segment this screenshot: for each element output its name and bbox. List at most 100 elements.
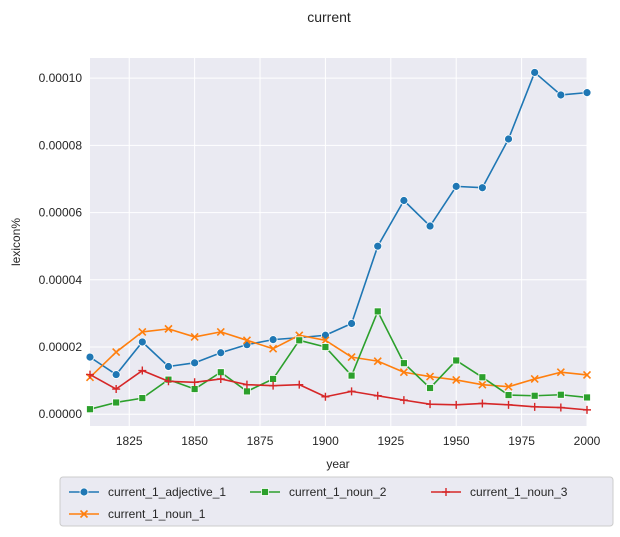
grid-lines: [90, 58, 588, 426]
data-point: [452, 375, 461, 385]
data-point: [530, 374, 539, 384]
y-tick-label: 0.00008: [39, 138, 83, 152]
legend-label: current_1_noun_1: [108, 507, 206, 521]
data-point: [452, 356, 461, 365]
data-point: [242, 336, 252, 345]
legend-entry: current_1_adjective_1: [69, 485, 226, 499]
x-tick-label: 1900: [312, 434, 339, 448]
data-point: [478, 380, 487, 389]
data-point: [556, 368, 565, 377]
plot-area: [90, 58, 587, 426]
data-point: [137, 337, 147, 347]
legend-label: current_1_noun_2: [289, 485, 387, 499]
data-point: [295, 380, 304, 389]
series-line: [89, 369, 588, 411]
y-tick-label: 0.00010: [39, 71, 83, 85]
data-point: [399, 368, 408, 377]
legend-entry: current_1_noun_2: [250, 485, 387, 499]
series-current_1_adjective_1: [85, 68, 592, 379]
legend-entry: current_1_noun_3: [431, 485, 568, 499]
data-point: [164, 377, 173, 386]
legend-marker: [79, 509, 89, 519]
y-tick-label: 0.00002: [39, 340, 83, 354]
x-tick-label: 1875: [247, 434, 274, 448]
data-point: [190, 358, 200, 368]
x-axis-label: year: [326, 457, 349, 471]
data-point: [583, 405, 591, 414]
data-point: [268, 335, 278, 345]
data-point: [190, 385, 199, 393]
data-point: [556, 90, 566, 100]
data-point: [138, 327, 147, 336]
data-point: [425, 221, 435, 231]
data-point: [164, 324, 173, 333]
data-point: [373, 307, 382, 316]
data-point: [86, 370, 94, 379]
chart-title: current: [307, 9, 351, 25]
legend-box: [59, 476, 614, 527]
x-tick-label: 1925: [377, 434, 404, 448]
legend-label: current_1_noun_3: [470, 485, 568, 499]
x-tick-label: 1825: [116, 434, 143, 448]
data-point: [399, 359, 408, 368]
data-point: [556, 403, 565, 412]
data-point: [190, 332, 199, 342]
data-point: [112, 385, 121, 394]
y-tick-label: 0.00006: [39, 206, 83, 220]
data-point: [504, 391, 513, 399]
data-point: [112, 398, 121, 407]
data-point: [478, 399, 487, 408]
data-point: [477, 183, 487, 193]
data-point: [216, 368, 225, 377]
data-point: [556, 390, 565, 399]
data-point: [452, 400, 461, 409]
x-tick-label: 1850: [181, 434, 208, 448]
legend-marker: [261, 488, 269, 496]
tick-labels: 1825 1850 1875 1900 1925 1950 1975 2000 0.00000 0…: [39, 71, 601, 448]
data-point: [451, 181, 461, 191]
data-point: [321, 343, 330, 351]
data-point: [530, 68, 540, 77]
y-tick-label: 0.00000: [39, 407, 83, 421]
legend: current_1_adjective_1 current_1_noun_1 cur…: [59, 476, 614, 527]
data-point: [190, 378, 199, 387]
data-point: [373, 391, 382, 400]
data-point: [216, 374, 225, 383]
data-point: [373, 241, 383, 251]
data-point: [426, 400, 435, 409]
data-point: [216, 348, 226, 358]
y-axis-label: lexicon%: [9, 218, 23, 266]
legend-label: current_1_adjective_1: [108, 485, 226, 499]
data-point: [295, 336, 304, 345]
x-tick-label: 2000: [574, 434, 601, 448]
data-point: [242, 380, 251, 389]
data-point: [347, 387, 356, 396]
legend-entry: current_1_noun_1: [69, 507, 206, 521]
data-point: [347, 353, 356, 362]
series-line: [89, 71, 588, 376]
data-point: [269, 375, 278, 383]
data-series: [85, 68, 592, 414]
y-tick-label: 0.00004: [39, 273, 83, 287]
data-point: [582, 370, 592, 379]
data-point: [504, 134, 513, 144]
x-tick-label: 1950: [443, 434, 470, 448]
data-point: [243, 387, 251, 396]
data-point: [111, 370, 121, 379]
data-point: [85, 352, 95, 362]
data-point: [321, 336, 330, 345]
data-point: [347, 371, 356, 380]
data-point: [583, 393, 591, 402]
data-point: [164, 362, 173, 371]
data-point: [425, 372, 435, 381]
data-point: [269, 381, 278, 390]
x-tick-label: 1975: [508, 434, 535, 448]
data-point: [347, 319, 356, 328]
data-point: [478, 373, 487, 382]
data-point: [530, 391, 539, 400]
data-point: [504, 400, 513, 409]
data-point: [112, 347, 121, 357]
data-point: [373, 357, 382, 366]
data-point: [138, 394, 147, 403]
